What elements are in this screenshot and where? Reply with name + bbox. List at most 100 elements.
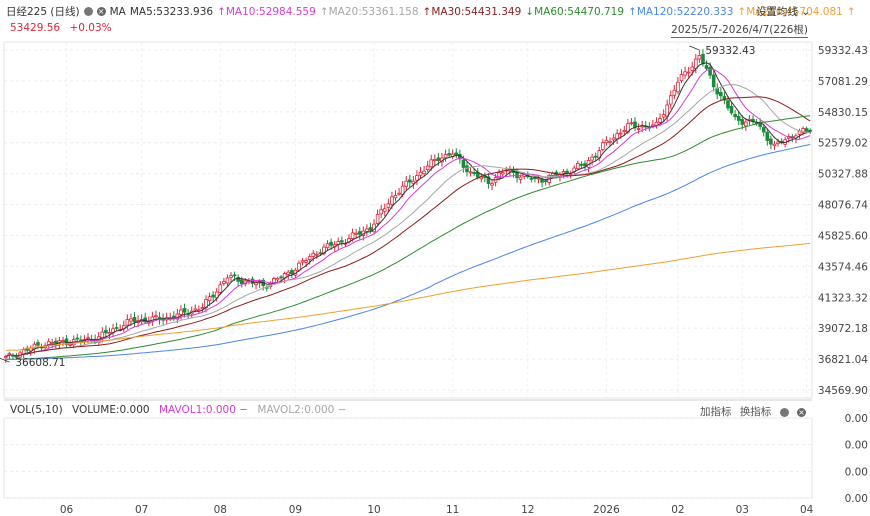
candle-body[interactable] (365, 228, 369, 232)
candle-body[interactable] (483, 176, 487, 178)
candle-body[interactable] (769, 138, 773, 145)
candle-body[interactable] (622, 130, 627, 132)
candle-body[interactable] (636, 127, 641, 130)
gear-icon[interactable] (779, 407, 789, 417)
candle-body[interactable] (179, 309, 183, 315)
candle-body[interactable] (229, 275, 233, 278)
candle-body[interactable] (618, 132, 623, 135)
candle-body[interactable] (729, 106, 734, 114)
candle-body[interactable] (79, 339, 83, 342)
candle-body[interactable] (393, 194, 398, 199)
candle-body[interactable] (54, 340, 58, 344)
candle-body[interactable] (518, 176, 523, 180)
candle-body[interactable] (207, 296, 212, 302)
candle-body[interactable] (490, 183, 494, 186)
candle-body[interactable] (808, 129, 813, 132)
candle-body[interactable] (239, 279, 244, 284)
candle-body[interactable] (297, 262, 301, 271)
candle-body[interactable] (125, 319, 130, 326)
candle-body[interactable] (3, 355, 8, 359)
candle-body[interactable] (375, 214, 380, 224)
candle-body[interactable] (633, 121, 637, 128)
candle-body[interactable] (801, 128, 805, 133)
candle-body[interactable] (322, 246, 326, 255)
candle-body[interactable] (583, 163, 587, 167)
candle-body[interactable] (579, 163, 584, 166)
candle-body[interactable] (711, 74, 716, 88)
candle-body[interactable] (36, 342, 40, 346)
close-icon[interactable]: × (96, 7, 106, 16)
switch-indicator-button[interactable]: 换指标 (739, 406, 772, 418)
candle-body[interactable] (665, 104, 670, 117)
candle-body[interactable] (218, 284, 223, 293)
candle-body[interactable] (211, 294, 215, 298)
candle-body[interactable] (758, 121, 762, 127)
candle-body[interactable] (561, 171, 566, 174)
candle-body[interactable] (300, 260, 305, 263)
candle-body[interactable] (736, 115, 741, 121)
candle-body[interactable] (104, 329, 108, 334)
candle-body[interactable] (683, 71, 687, 76)
add-indicator-button[interactable]: 加指标 (699, 406, 732, 418)
candle-body[interactable] (468, 171, 473, 174)
candle-body[interactable] (765, 131, 770, 141)
candle-body[interactable] (222, 281, 226, 284)
candle-body[interactable] (543, 180, 548, 183)
candle-body[interactable] (357, 231, 362, 235)
candle-body[interactable] (658, 118, 662, 123)
candle-body[interactable] (425, 165, 430, 171)
candle-body[interactable] (686, 71, 691, 74)
ma-settings-button[interactable]: 设置均线 ⌄ (755, 6, 810, 18)
candle-body[interactable] (604, 139, 609, 144)
candle-body[interactable] (726, 100, 730, 109)
candle-body[interactable] (672, 89, 677, 96)
candle-body[interactable] (236, 277, 240, 282)
candle-body[interactable] (411, 180, 416, 185)
candle-body[interactable] (415, 175, 419, 181)
close-icon[interactable]: × (797, 407, 806, 417)
candle-body[interactable] (325, 243, 330, 249)
candle-body[interactable] (497, 172, 501, 179)
candle-body[interactable] (422, 170, 426, 175)
candle-body[interactable] (433, 159, 437, 161)
candle-body[interactable] (329, 241, 333, 246)
candle-body[interactable] (143, 317, 148, 323)
candle-body[interactable] (722, 96, 727, 101)
candle-body[interactable] (46, 341, 51, 346)
candle-body[interactable] (100, 331, 105, 339)
candle-body[interactable] (708, 67, 712, 76)
candle-body[interactable] (804, 128, 809, 132)
candle-body[interactable] (386, 203, 391, 208)
candle-body[interactable] (254, 282, 258, 286)
candle-body[interactable] (533, 177, 537, 180)
candle-body[interactable] (182, 308, 187, 313)
candle-body[interactable] (500, 171, 505, 175)
candle-body[interactable] (704, 65, 709, 69)
candle-body[interactable] (436, 157, 441, 161)
candle-body[interactable] (418, 171, 423, 176)
date-range-selector[interactable]: 2025/5/7-2026/4/7(226根) (671, 24, 808, 38)
candle-body[interactable] (350, 232, 355, 239)
candle-body[interactable] (529, 177, 534, 180)
candle-body[interactable] (565, 170, 569, 174)
candle-body[interactable] (340, 240, 344, 243)
candle-body[interactable] (272, 277, 276, 284)
candle-body[interactable] (114, 327, 119, 329)
candle-body[interactable] (447, 153, 451, 156)
candle-body[interactable] (75, 337, 80, 340)
candle-body[interactable] (590, 156, 594, 161)
candle-body[interactable] (790, 136, 795, 139)
candle-body[interactable] (719, 92, 723, 97)
candle-body[interactable] (629, 122, 634, 125)
candle-body[interactable] (472, 171, 476, 175)
candle-body[interactable] (690, 66, 695, 71)
candle-body[interactable] (50, 341, 55, 344)
candle-body[interactable] (429, 159, 434, 168)
candle-body[interactable] (486, 176, 491, 184)
candle-body[interactable] (382, 208, 387, 212)
candle-body[interactable] (315, 253, 319, 256)
candle-body[interactable] (443, 154, 448, 159)
candle-body[interactable] (593, 155, 598, 158)
candle-body[interactable] (311, 252, 316, 257)
candle-body[interactable] (744, 121, 748, 127)
